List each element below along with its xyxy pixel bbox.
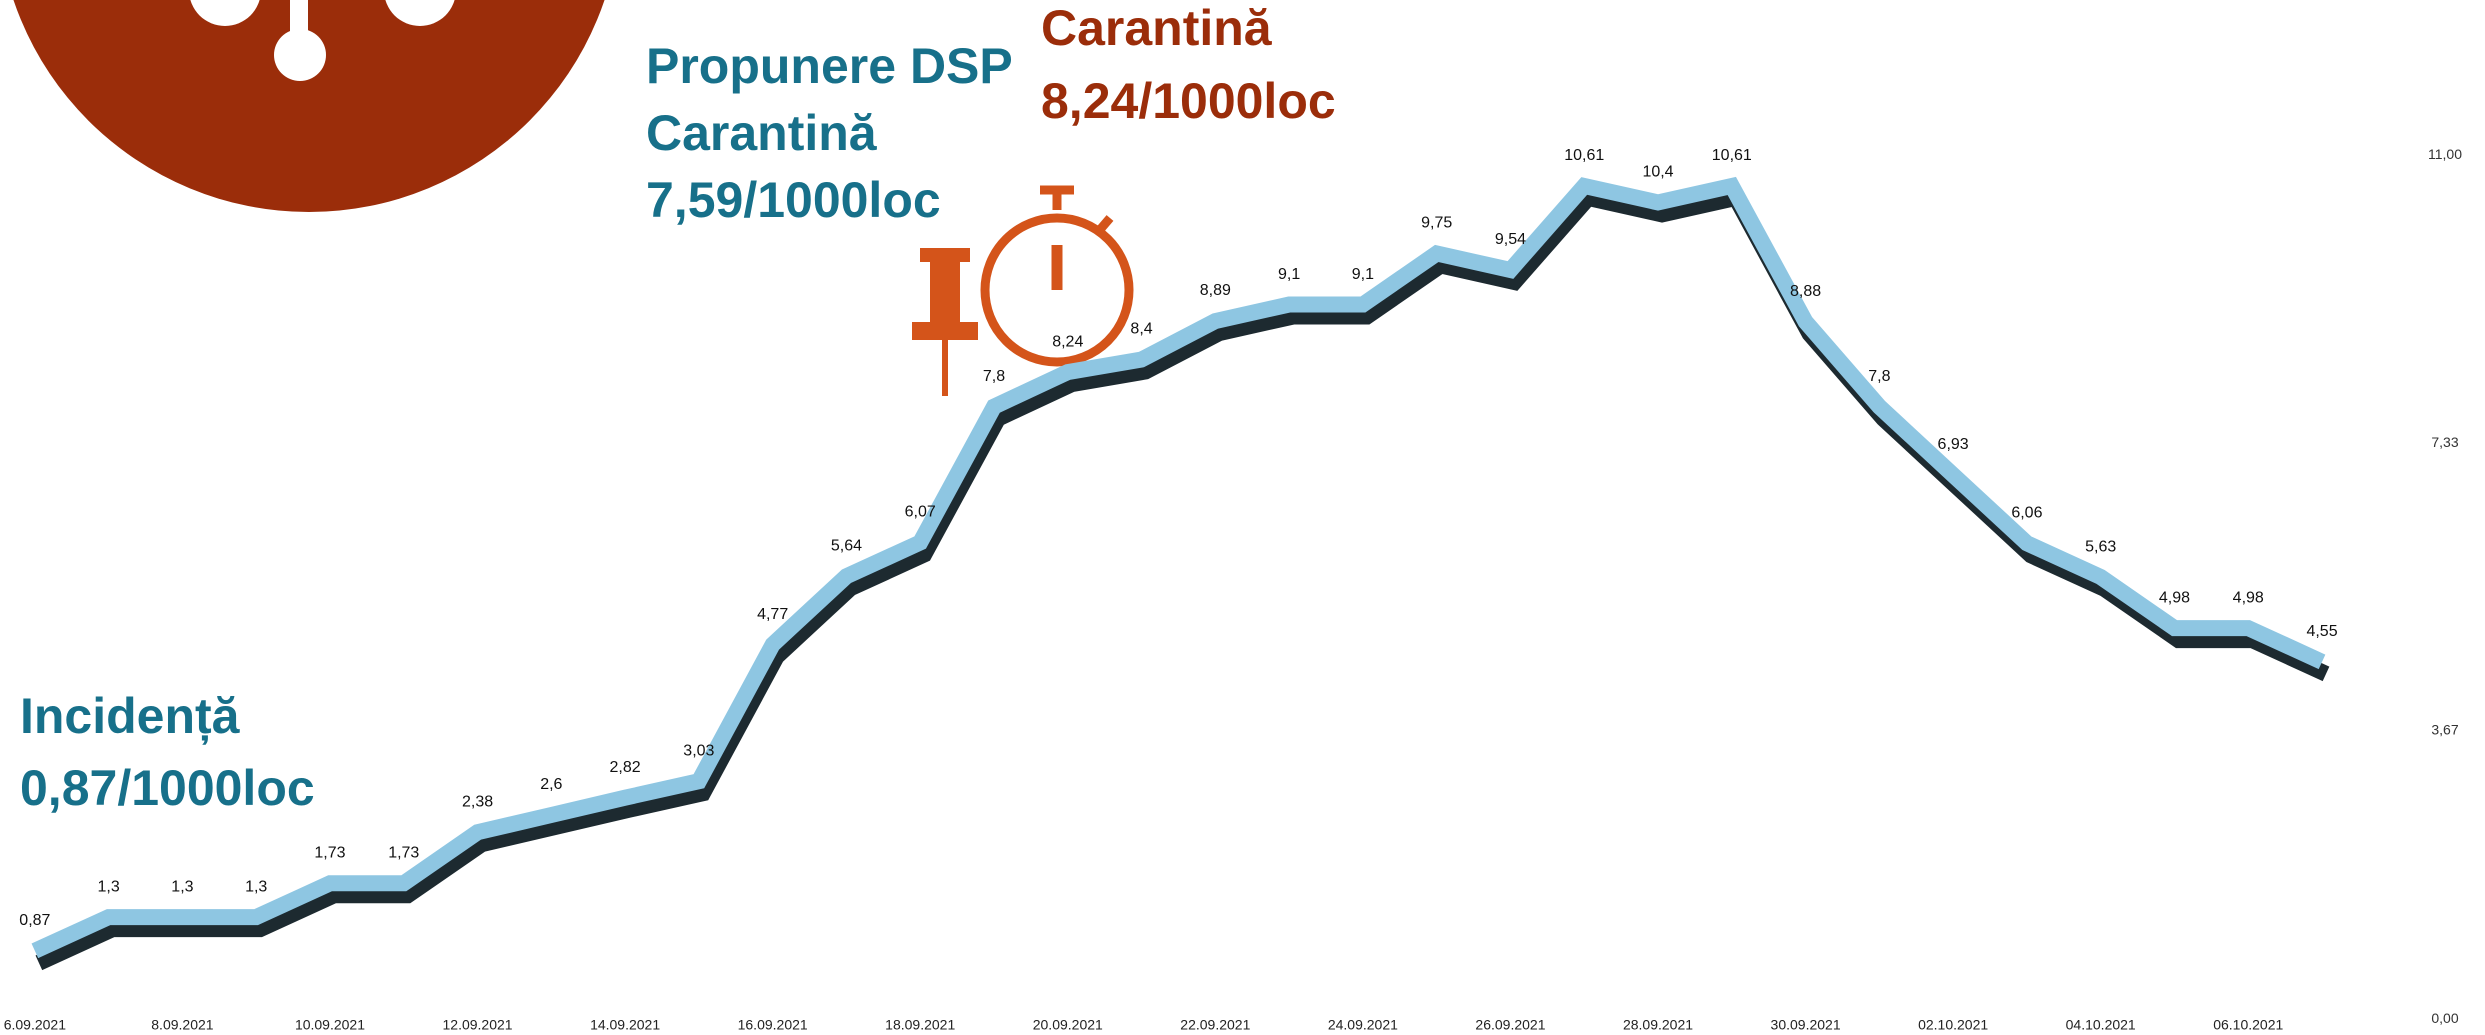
y-tick-label: 0,00 [2431,1010,2458,1026]
data-label: 3,03 [683,742,714,759]
data-label: 1,73 [388,845,419,862]
x-tick-label: 6.09.2021 [4,1017,66,1033]
annotation: Carantină [1041,0,1273,56]
x-tick-label: 02.10.2021 [1918,1017,1988,1033]
data-label: 6,93 [1938,436,1969,453]
x-tick-label: 26.09.2021 [1475,1017,1545,1033]
annotation: Carantină [646,105,878,161]
chart: 0,00 3,67 7,33 11,00 6.09.2021 8.09.2021 10.09… [0,0,2485,1035]
data-label: 9,1 [1352,266,1374,283]
x-tick-label: 20.09.2021 [1033,1017,1103,1033]
x-tick-label: 14.09.2021 [590,1017,660,1033]
pin-icon [912,248,978,396]
x-tick-label: 24.09.2021 [1328,1017,1398,1033]
annotation: Incidență [20,688,241,744]
data-label: 8,89 [1200,282,1231,299]
data-label: 4,55 [2306,623,2337,640]
data-label: 1,3 [245,878,267,895]
x-tick-label: 8.09.2021 [151,1017,213,1033]
data-label: 5,64 [831,537,862,554]
data-label: 7,8 [1868,368,1890,385]
data-label: 2,6 [540,776,562,793]
y-tick-label: 3,67 [2431,722,2458,738]
logo [0,0,621,212]
data-label: 1,3 [171,878,193,895]
data-label: 4,98 [2159,589,2190,606]
data-label: 10,4 [1642,164,1673,181]
data-label: 6,06 [2011,504,2042,521]
x-tick-label: 28.09.2021 [1623,1017,1693,1033]
line-shadow [39,198,2326,963]
data-label: 4,98 [2233,589,2264,606]
data-label: 7,8 [983,368,1005,385]
data-label: 5,63 [2085,538,2116,555]
data-label: 6,07 [905,504,936,521]
data-line [35,186,2322,951]
data-label: 9,1 [1278,266,1300,283]
x-tick-label: 30.09.2021 [1771,1017,1841,1033]
x-tick-label: 10.09.2021 [295,1017,365,1033]
annotation: Propunere DSP [646,38,1013,94]
x-tick-label: 22.09.2021 [1180,1017,1250,1033]
y-tick-label: 7,33 [2431,434,2458,450]
annotation: 8,24/1000loc [1041,73,1336,129]
data-label: 8,88 [1790,283,1821,300]
data-label: 1,73 [314,845,345,862]
data-label: 1,3 [98,878,120,895]
data-label: 8,4 [1130,321,1152,338]
data-label: 10,61 [1564,147,1604,164]
data-label: 9,75 [1421,215,1452,232]
annotation: 7,59/1000loc [646,172,941,228]
y-tick-label: 11,00 [2428,146,2462,162]
data-label: 2,38 [462,793,493,810]
x-tick-label: 18.09.2021 [885,1017,955,1033]
data-label: 2,82 [610,759,641,776]
x-tick-label: 16.09.2021 [738,1017,808,1033]
data-label: 10,61 [1712,147,1752,164]
annotation: 0,87/1000loc [20,760,315,816]
x-tick-label: 12.09.2021 [443,1017,513,1033]
data-label: 4,77 [757,606,788,623]
data-label: 0,87 [19,912,50,929]
data-label: 8,24 [1052,333,1083,350]
x-tick-label: 06.10.2021 [2213,1017,2283,1033]
data-label: 9,54 [1495,231,1526,248]
x-tick-label: 04.10.2021 [2066,1017,2136,1033]
